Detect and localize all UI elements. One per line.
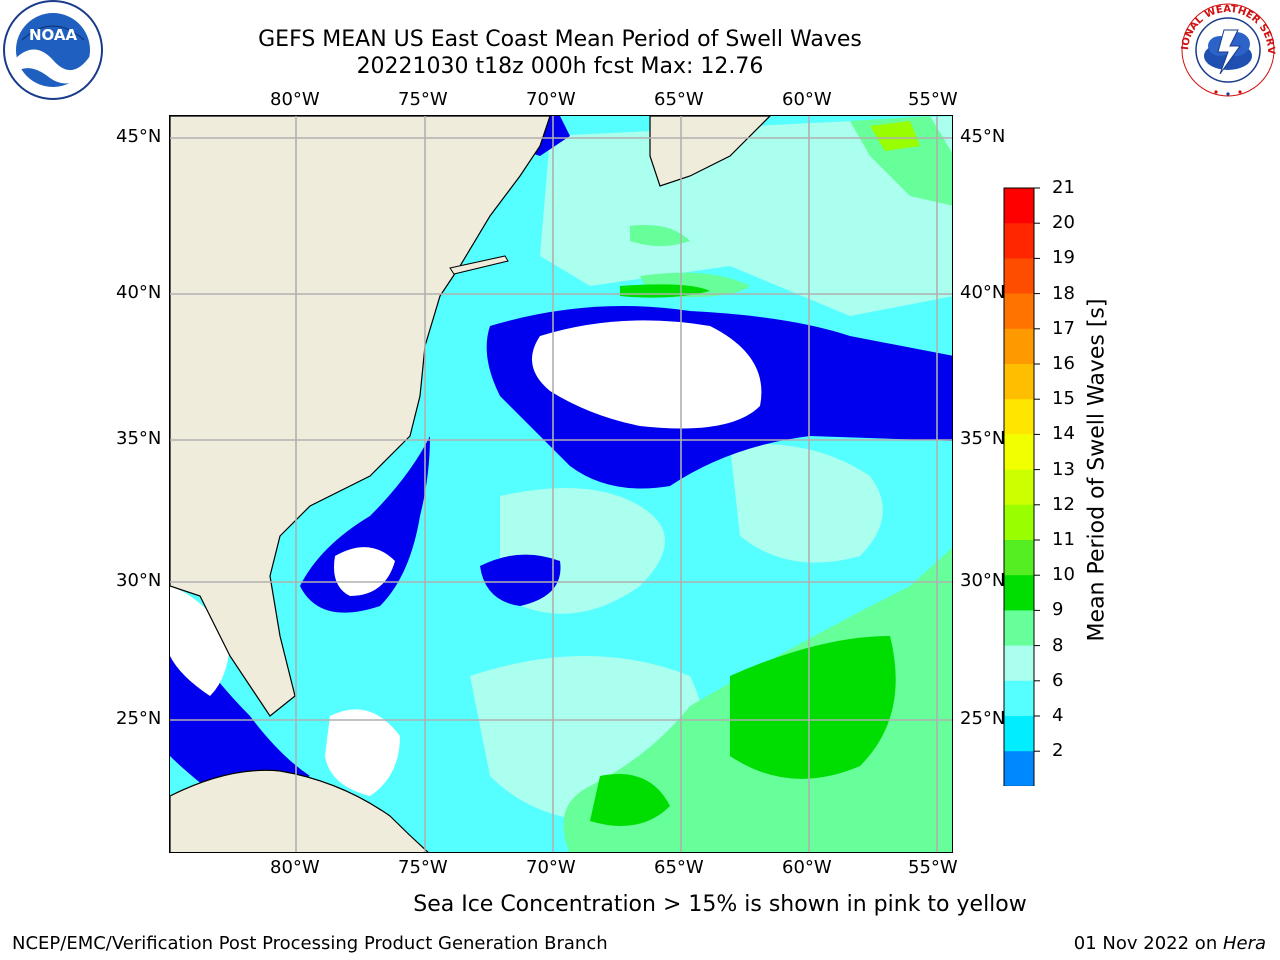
- lat-label-right-35n: 35°N: [960, 428, 1006, 449]
- lon-label-bottom-70w: 70°W: [526, 857, 576, 878]
- lon-label-bottom-55w: 55°W: [908, 857, 958, 878]
- colorbar-segment: [1004, 575, 1034, 611]
- lon-label-top-80w: 80°W: [270, 89, 320, 110]
- colorbar-tick-label: 20: [1052, 212, 1075, 234]
- map-subtitle: 20221030 t18z 000h fcst Max: 12.76: [356, 54, 764, 79]
- colorbar: [1003, 187, 1040, 786]
- colorbar-tick-label: 17: [1052, 317, 1075, 339]
- colorbar-segment: [1004, 258, 1034, 295]
- colorbar-outline: [1003, 187, 1035, 786]
- us-east-coast-land: [170, 116, 551, 717]
- long-island-land: [449, 255, 509, 275]
- footer-credit: NCEP/EMC/Verification Post Processing Pr…: [12, 933, 608, 954]
- colorbar-tick-label: 6: [1052, 669, 1064, 691]
- noaa-logo-text: NOAA: [29, 26, 78, 44]
- swell-period-map: [170, 116, 952, 852]
- lon-label-bottom-75w: 75°W: [398, 857, 448, 878]
- swell-zone-9s-north: [540, 116, 952, 316]
- masked-zone-central: [532, 320, 762, 429]
- lat-label-right-40n: 40°N: [960, 282, 1006, 303]
- lat-label-left-30n: 30°N: [116, 570, 162, 591]
- colorbar-segment: [1004, 328, 1034, 365]
- colorbar-tick-label: 11: [1052, 529, 1075, 550]
- footer-date: 01 Nov 2022 on Hera: [1074, 933, 1266, 954]
- colorbar-tick-label: 9: [1052, 599, 1064, 621]
- colorbar-tick-label: 13: [1052, 458, 1075, 480]
- masked-zone-bahamas: [325, 709, 400, 796]
- sea-ice-note: Sea Ice Concentration > 15% is shown in …: [0, 892, 1280, 917]
- nws-logo: NATIONAL WEATHER SERVICE: [1176, 0, 1276, 97]
- noaa-logo: NOAA: [3, 0, 103, 100]
- colorbar-segment: [1004, 610, 1034, 647]
- colorbar-segment: [1004, 680, 1034, 717]
- colorbar-segment: [1004, 540, 1034, 576]
- colorbar-segment: [1004, 434, 1034, 471]
- swell-zone-11s-se: [730, 636, 896, 779]
- swell-zone-12s-ne: [870, 121, 920, 151]
- colorbar-segment: [1004, 399, 1034, 435]
- lat-label-left-45n: 45°N: [116, 126, 162, 147]
- lon-label-top-70w: 70°W: [526, 89, 576, 110]
- colorbar-tick-label: 8: [1052, 634, 1064, 656]
- colorbar-tick-label: 16: [1052, 353, 1075, 374]
- colorbar-tick-label: 4: [1052, 705, 1064, 726]
- footer-date-text: 01 Nov 2022 on: [1073, 933, 1223, 954]
- lon-label-bottom-65w: 65°W: [654, 857, 704, 878]
- colorbar-tick-label: 14: [1052, 423, 1075, 445]
- colorbar-segment: [1004, 364, 1034, 400]
- swell-zone-lt2s-coast: [300, 436, 430, 613]
- colorbar-segment: [1004, 751, 1034, 786]
- lat-label-left-25n: 25°N: [116, 708, 162, 729]
- lat-label-right-45n: 45°N: [960, 126, 1006, 147]
- swell-zone-9s-east: [730, 444, 883, 563]
- colorbar-tick-label: 15: [1052, 388, 1075, 410]
- colorbar-tick-label: 2: [1052, 740, 1064, 762]
- colorbar-tick-label: 19: [1052, 247, 1075, 269]
- masked-zone-coast: [334, 547, 395, 596]
- footer-host: Hera: [1222, 933, 1266, 954]
- sea-ice-note-text: Sea Ice Concentration > 15% is shown in …: [413, 892, 1027, 917]
- nova-scotia-land: [649, 116, 771, 187]
- swell-zone-11s-s: [590, 774, 670, 826]
- colorbar-title: Mean Period of Swell Waves [s]: [1084, 298, 1110, 642]
- colorbar-tick-label: 21: [1052, 177, 1075, 198]
- colorbar-segment: [1004, 716, 1034, 752]
- map-title: GEFS MEAN US East Coast Mean Period of S…: [258, 27, 862, 52]
- colorbar-tick-label: 12: [1052, 493, 1075, 515]
- colorbar-segment: [1004, 188, 1034, 224]
- colorbar-segment: [1004, 645, 1034, 682]
- cuba-land: [170, 769, 429, 852]
- swell-zone-lt2s-gulf: [170, 616, 310, 806]
- swell-zone-10s-b: [630, 225, 690, 246]
- map-panel: [169, 115, 953, 853]
- lat-label-left-35n: 35°N: [116, 428, 162, 449]
- lat-label-left-40n: 40°N: [116, 282, 162, 303]
- lon-label-top-75w: 75°W: [398, 89, 448, 110]
- map-gridlines: [170, 116, 952, 852]
- colorbar-tick-label: 10: [1052, 564, 1075, 586]
- colorbar-segment: [1004, 504, 1034, 541]
- colorbar-segment: [1004, 293, 1034, 330]
- masked-zone-gulf: [170, 586, 230, 696]
- lon-label-bottom-80w: 80°W: [270, 857, 320, 878]
- lon-label-top-55w: 55°W: [908, 89, 958, 110]
- lon-label-top-60w: 60°W: [782, 89, 832, 110]
- swell-zone-lt2s-south: [480, 554, 561, 606]
- colorbar-segment: [1004, 223, 1034, 259]
- lon-label-bottom-60w: 60°W: [782, 857, 832, 878]
- colorbar-tick-label: 18: [1052, 282, 1075, 304]
- lat-label-right-25n: 25°N: [960, 708, 1006, 729]
- lon-label-top-65w: 65°W: [654, 89, 704, 110]
- colorbar-segment: [1004, 469, 1034, 506]
- lat-label-right-30n: 30°N: [960, 570, 1006, 591]
